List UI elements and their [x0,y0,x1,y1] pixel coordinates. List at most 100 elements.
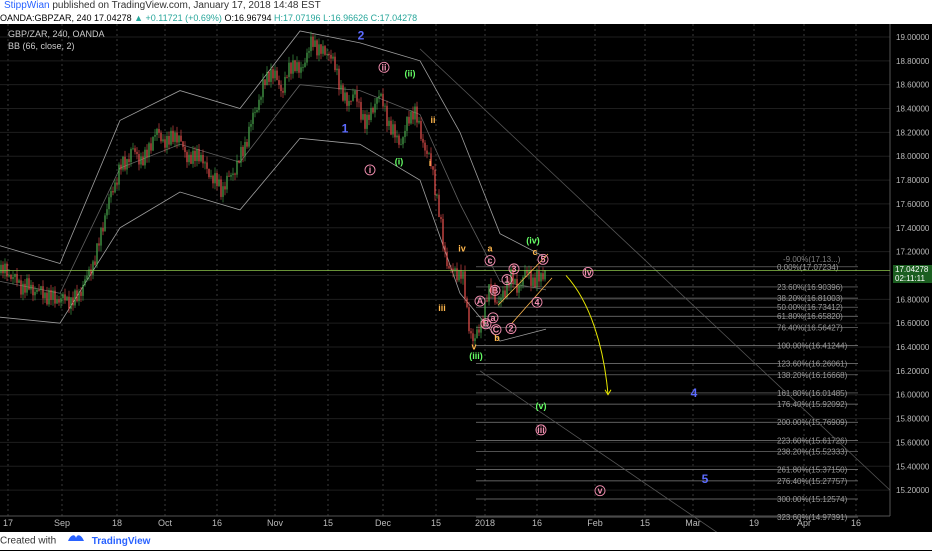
wave-label-circle [535,424,547,436]
candle-body [450,268,452,270]
fib-level-label: 50.00%(16.73412) [777,303,843,312]
x-tick-label: 15 [323,518,333,528]
candle-body [202,155,204,164]
candle-body [264,79,266,86]
chart-legend: GBP/ZAR, 240, OANDA BB (66, close, 2) [8,28,105,52]
candle-body [324,46,326,55]
fib-level-label: 0.00%(17.07234) [777,263,839,272]
candle-body [74,290,76,306]
wave-label: c [532,247,537,257]
x-tick-label: Mar [685,518,701,528]
publish-info: published on TradingView.com, January 17… [52,0,321,11]
candle-body [442,218,444,246]
tradingview-brand-link[interactable]: TradingView [91,535,151,547]
legend-indicator: BB (66, close, 2) [8,41,75,51]
y-tick-label: 19.00000 [896,33,930,42]
candle-body [302,66,304,68]
candle-body [88,269,90,276]
candle-body [22,283,24,295]
candle-body [10,274,12,279]
candle-body [72,297,74,306]
y-tick-label: 16.40000 [896,343,930,352]
wave-label-circle [582,267,594,278]
candle-body [154,135,156,137]
fib-level-label: 223.60%(15.61726) [777,436,848,445]
candle-body [132,148,134,150]
candle-body [262,79,264,98]
candle-body [432,166,434,170]
close-value: C:17.04278 [370,13,418,23]
candle-body [28,278,30,290]
candle-body [542,273,544,280]
candle-body [76,290,78,302]
y-tick-label: 15.20000 [896,486,930,495]
candle-body [366,114,368,129]
candle-body [340,85,342,90]
candle-body [362,114,364,120]
wave-label-circle [489,284,501,296]
wave-label: 4 [534,297,539,307]
candle-body [438,194,440,218]
candle-body [298,62,300,73]
candle-body [512,269,514,284]
forecast-curve [565,275,609,395]
wave-label-circle [364,164,376,176]
candle-body [482,321,484,324]
candle-body [282,91,284,93]
candle-body [212,175,214,184]
candle-body [114,182,116,193]
fib-level-label: 323.60%(14.97391) [777,513,848,522]
candle-body [82,284,84,296]
candle-body [214,173,216,184]
candle-body [330,54,332,59]
price-chart[interactable]: 17 Sep 18 Oct 16 Nov 15 Dec 15 2018 16 Feb 15 Mar 19 Ap… [0,24,932,532]
fib-level-label: 23.60%(16.90396) [777,283,843,292]
candle-body [50,290,52,300]
candle-body [446,251,448,267]
candle-body [428,153,430,155]
candle-body [346,92,348,106]
y-tick-label: 16.60000 [896,319,930,328]
candle-body [274,70,276,79]
publisher-name[interactable]: StippWian [4,0,50,11]
candle-body [18,280,20,283]
candle-body [90,269,92,275]
wave-label: b [494,333,500,343]
wave-label: i [369,165,372,175]
x-tick-label: 16 [532,518,542,528]
candle-body [368,114,370,120]
candle-body [162,139,164,142]
candle-body [186,152,188,163]
candle-body [34,291,36,296]
candle-body [178,135,180,143]
symbol-label: OANDA:GBPZAR, 240 [0,13,92,23]
countdown-tag: 02:11:11 [893,274,932,284]
candle-body [522,277,524,285]
candle-body [314,40,316,47]
candle-body [290,62,292,74]
candle-body [496,302,498,304]
candle-body [500,297,502,301]
candle-body [188,154,190,163]
candle-body [386,105,388,127]
candle-body [20,280,22,295]
candle-body [110,191,112,198]
candle-body [400,144,402,146]
candle-body [414,106,416,120]
candle-body [150,143,152,151]
candle-body [36,289,38,292]
candle-body [372,107,374,113]
candle-body [194,150,196,162]
bb-upper-band [0,30,547,264]
x-tick-label: 17 [3,518,13,528]
fib-level-label: 300.00%(15.12574) [777,495,848,504]
candle-body [338,68,340,90]
wave-label: iv [458,244,466,254]
fib-level-label: 100.00%(16.41244) [777,342,848,351]
candle-body [42,286,44,299]
candle-body [532,277,534,286]
candle-body [94,261,96,265]
candle-body [198,148,200,162]
candle-body [286,76,288,78]
candle-body [266,72,268,86]
